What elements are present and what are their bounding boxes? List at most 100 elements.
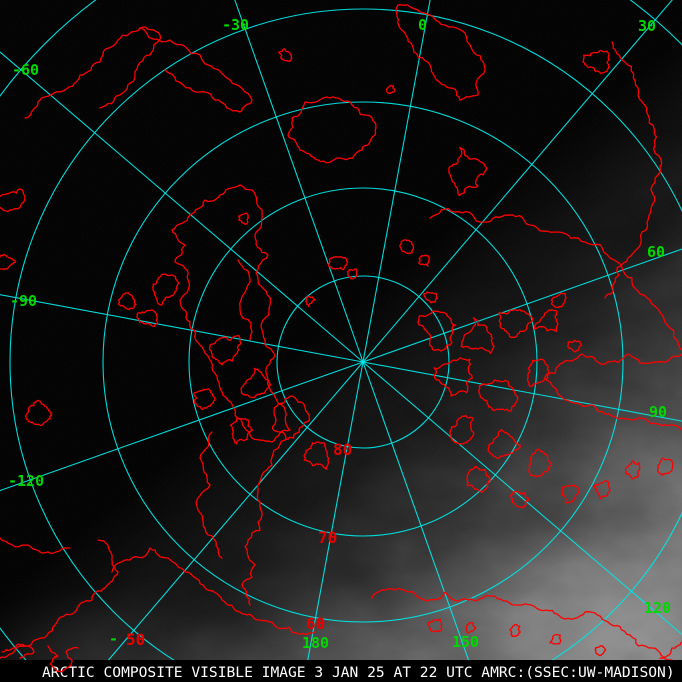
island-coastline [385, 85, 396, 95]
island-coastline [656, 457, 674, 476]
island-coastline [478, 379, 519, 412]
island-coastline [550, 292, 567, 309]
latitude-circle [9, 8, 682, 682]
island-coastline [487, 428, 521, 459]
longitude-label: -30 [222, 16, 249, 34]
island-coastline [465, 621, 477, 634]
island-coastline [25, 399, 53, 427]
island-coastline [328, 255, 349, 271]
coast-overlay-layer [47, 645, 79, 673]
longitude-meridian [0, 294, 364, 363]
island-coastline [399, 239, 415, 255]
longitude-label: 150 [452, 633, 479, 651]
longitude-meridian [234, 0, 364, 363]
island-coastline [561, 484, 580, 505]
coastline-novaya-zemlya [604, 41, 663, 299]
island-coastline [460, 317, 495, 355]
latitude-circle [276, 275, 450, 449]
latitude-label: 80 [333, 440, 352, 459]
island-coastline [528, 448, 553, 478]
island-coastline [509, 490, 530, 509]
longitude-meridian [88, 361, 364, 682]
island-coastline [417, 310, 457, 352]
island-coastline [624, 460, 641, 480]
island-coastline [418, 254, 431, 267]
longitude-label: -90 [10, 292, 37, 310]
island-coastline [448, 146, 488, 197]
longitude-meridian [0, 361, 364, 492]
coastline-aleutian-chain [371, 587, 673, 661]
coastline-baffin-line [241, 439, 286, 606]
island-coastline [271, 395, 311, 441]
longitude-meridian [362, 0, 431, 363]
coastline-siberia-taymyr [544, 353, 682, 431]
coastline-scandinavia-b [139, 27, 253, 113]
island-coastline [208, 334, 242, 366]
island-coastline [427, 618, 443, 633]
island-coastline [422, 291, 439, 304]
caption-text: ARCTIC COMPOSITE VISIBLE IMAGE 3 JAN 25 … [42, 664, 675, 681]
latitude-circle [102, 101, 624, 623]
longitude-label: 0 [418, 16, 427, 34]
island-coastline [549, 633, 562, 645]
longitude-label: 30 [638, 17, 656, 35]
coastline-greenland-fjords [237, 259, 253, 341]
coastline-siberia-north [429, 207, 682, 351]
island-coastline [433, 357, 473, 397]
island-coastline [278, 48, 293, 62]
longitude-label: 180 [302, 634, 329, 652]
coastline-corner-bottom-left [1, 643, 35, 659]
coastline-scandinavia-a [24, 26, 162, 119]
latitude-circle [188, 187, 538, 537]
island-coastline [498, 308, 534, 339]
longitude-label: -120 [8, 472, 44, 490]
latitude-label: 50 [126, 630, 145, 649]
coastline-norway-top [395, 4, 486, 101]
longitude-meridian [303, 361, 364, 682]
island-coastline [305, 295, 317, 308]
island-coastline [346, 268, 358, 280]
longitude-label: 90 [649, 403, 667, 421]
island-coastline [594, 644, 607, 657]
island-coastline [0, 188, 26, 212]
coastline-alaska-c [0, 537, 71, 554]
island-coastline [229, 417, 254, 445]
island-coastline [466, 465, 491, 493]
coastline-coast-over-caption [47, 645, 79, 673]
coastline-iceland [287, 96, 377, 164]
island-coastline [509, 623, 521, 638]
longitude-meridian [362, 0, 673, 363]
island-coastline [152, 273, 180, 306]
coastline-greenland [171, 184, 291, 443]
coastline-alaska-b [111, 547, 316, 636]
longitude-label: 120 [644, 599, 671, 617]
coastlines-layer [0, 4, 682, 661]
island-coastline [303, 441, 330, 470]
island-coastline [240, 367, 272, 399]
grid-labels-layer: -30 0 30 -60 -90 -120 - 180 150 120 90 60 80 70 60 50 [8, 16, 671, 652]
island-coastline [136, 309, 159, 328]
caption-bar [0, 660, 682, 682]
longitude-meridian [362, 361, 682, 422]
longitude-label: -60 [12, 61, 39, 79]
island-coastline [592, 480, 611, 500]
longitude-label: - [109, 630, 118, 648]
latitude-label: 60 [306, 614, 325, 633]
island-coastline [0, 253, 17, 271]
island-coastline [533, 309, 559, 332]
island-coastline [238, 212, 249, 225]
island-coastline [526, 358, 550, 388]
coastline-corner-bottom-right [659, 641, 682, 660]
island-coastline [117, 292, 137, 311]
island-coastline [567, 339, 583, 353]
island-coastline [582, 49, 610, 75]
longitude-label: 60 [647, 243, 665, 261]
island-coastline [449, 414, 475, 445]
coastline-hudson-line [195, 431, 223, 559]
island-coastline [193, 388, 216, 411]
longitude-meridian [362, 361, 477, 682]
